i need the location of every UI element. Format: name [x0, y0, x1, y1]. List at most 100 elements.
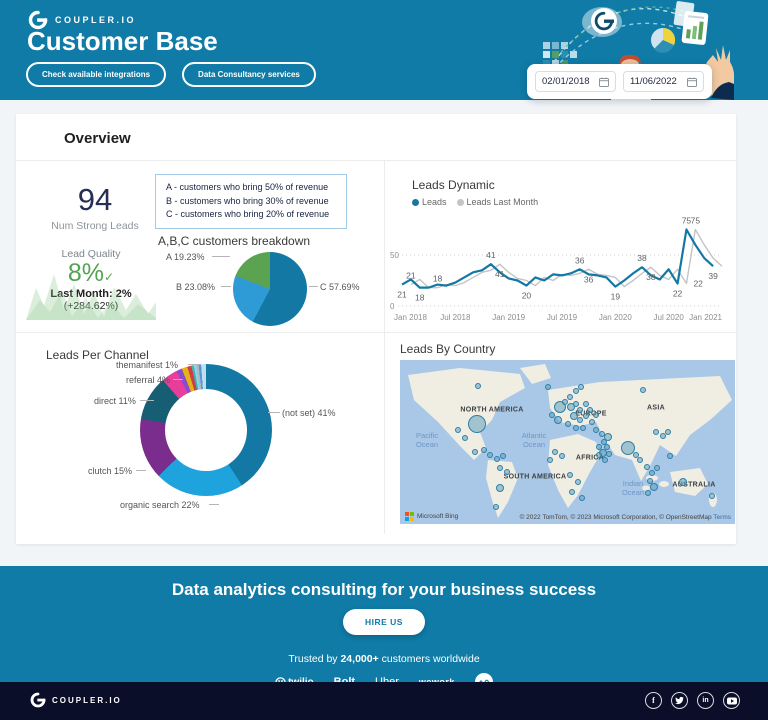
date-to-field[interactable]	[623, 71, 704, 92]
leads-dynamic-chart: 50 0 Jan 2018 Jul 2018 Jan 2019 Jul 2019 Jan 2…	[390, 216, 723, 323]
lead-quality-decor	[26, 274, 156, 320]
terms-link[interactable]: Terms	[713, 514, 731, 521]
lead-bubble	[567, 403, 575, 411]
abc-legend-line: C - customers who bring 20% of revenue	[166, 209, 330, 219]
header-actions: Check available integrations Data Consul…	[26, 62, 316, 87]
twitter-icon[interactable]	[671, 692, 688, 709]
leads-by-country-title: Leads By Country	[400, 342, 496, 356]
map-attribution: © 2022 TomTom, © 2023 Microsoft Corporat…	[520, 514, 731, 521]
divider	[16, 332, 736, 333]
abc-legend-box: A - customers who bring 50% of revenue B…	[155, 174, 347, 229]
lead-bubble	[487, 452, 493, 458]
lead-bubble	[602, 457, 608, 463]
world-map[interactable]: NORTH AMERICA SOUTH AMERICA EUROPE AFRICA AS…	[400, 360, 735, 524]
lead-bubble	[583, 413, 589, 419]
date-from-input[interactable]	[542, 76, 594, 87]
lead-bubble	[633, 452, 639, 458]
lead-quality-label: Lead Quality	[61, 248, 121, 260]
leads-per-channel-donut	[140, 364, 272, 496]
divider	[16, 160, 736, 161]
svg-text:20: 20	[522, 291, 532, 301]
lead-bubble	[577, 407, 583, 413]
lead-bubble	[604, 444, 610, 450]
svg-text:Jul 2019: Jul 2019	[547, 313, 578, 322]
donut-callout-clutch: clutch 15%	[88, 466, 133, 476]
lead-bubble	[567, 472, 573, 478]
donut-callout-referral: referral 4%	[126, 375, 171, 385]
lead-bubble	[679, 478, 687, 486]
lead-bubble	[644, 464, 650, 470]
pie-callout-c: C 57.69%	[320, 282, 360, 292]
lead-bubble	[559, 453, 565, 459]
svg-text:Jul 2020: Jul 2020	[654, 313, 685, 322]
lead-bubble	[645, 490, 651, 496]
map-landmasses	[408, 364, 732, 518]
overview-title: Overview	[64, 130, 131, 147]
lead-bubble	[573, 401, 579, 407]
lead-bubble	[621, 441, 635, 455]
svg-text:21: 21	[406, 271, 416, 281]
footer-cta-band: Data analytics consulting for your busin…	[0, 566, 768, 691]
lead-quality-block: Lead Quality 8%✓ Last Month: 2% (+284.62…	[26, 248, 156, 320]
date-from-field[interactable]	[535, 71, 616, 92]
svg-text:39: 39	[708, 271, 718, 281]
bottom-brand[interactable]: COUPLER.IO	[30, 692, 122, 708]
lead-bubble	[504, 469, 510, 475]
lead-bubble	[653, 429, 659, 435]
callout-line	[212, 256, 230, 257]
legend-item-leads-last-month: Leads Last Month	[456, 197, 538, 207]
lead-bubble	[575, 479, 581, 485]
lead-bubble	[573, 388, 579, 394]
svg-text:36: 36	[575, 255, 585, 265]
bottom-bar: COUPLER.IO f in	[0, 682, 768, 720]
continent-label: SOUTH AMERICA	[503, 473, 567, 481]
donut-callout-direct: direct 11%	[94, 396, 136, 406]
svg-text:18: 18	[433, 274, 443, 284]
panel-leads-per-channel: Leads Per Channel themanifest 1% referra…	[16, 332, 384, 534]
lead-bubble	[570, 412, 578, 420]
lead-bubble	[549, 412, 555, 418]
map-labels: NORTH AMERICA SOUTH AMERICA EUROPE AFRICA AS…	[400, 360, 735, 524]
svg-text:Jan 2019: Jan 2019	[492, 313, 525, 322]
attribution-text: © 2022 TomTom, © 2023 Microsoft Corporat…	[519, 514, 712, 521]
lead-bubble	[637, 457, 643, 463]
hire-us-button[interactable]: HIRE US	[343, 609, 425, 635]
bing-logo: Microsoft Bing	[405, 512, 458, 521]
svg-text:Jan 2018: Jan 2018	[394, 313, 427, 322]
donut-callout-themanifest: themanifest 1%	[116, 360, 179, 370]
youtube-icon[interactable]	[723, 692, 740, 709]
abc-pie-title: A,B,C customers breakdown	[158, 234, 311, 248]
continent-label: EUROPE	[575, 410, 607, 418]
calendar-icon	[599, 77, 609, 87]
lead-bubble	[709, 493, 715, 499]
facebook-icon[interactable]: f	[645, 692, 662, 709]
data-consultancy-button[interactable]: Data Consultancy services	[182, 62, 316, 87]
calendar-icon	[687, 77, 697, 87]
continent-label: AFRICA	[575, 454, 605, 462]
callout-line	[309, 286, 318, 287]
lead-bubble	[606, 451, 612, 457]
check-integrations-button[interactable]: Check available integrations	[26, 62, 167, 87]
svg-text:Jan 2020: Jan 2020	[599, 313, 632, 322]
lead-bubble	[552, 449, 558, 455]
coupler-logo-icon	[30, 692, 46, 708]
trusted-line: Trusted by 24,000+ customers worldwide	[288, 653, 480, 665]
svg-text:Jan 2021: Jan 2021	[689, 313, 722, 322]
lead-bubble	[654, 465, 660, 471]
linkedin-icon[interactable]: in	[697, 692, 714, 709]
pie-callout-b: B 23.08%	[176, 282, 216, 292]
lead-bubble	[500, 453, 506, 459]
brand[interactable]: COUPLER.IO	[28, 10, 136, 30]
lead-bubble	[649, 470, 655, 476]
date-to-input[interactable]	[630, 76, 682, 87]
legend-dot-leads-last-month	[456, 199, 464, 206]
callout-line	[188, 364, 200, 365]
lead-bubble	[554, 416, 562, 424]
lead-bubble	[562, 399, 568, 405]
lead-quality-change: (+284.62%)	[63, 299, 119, 312]
callout-line	[209, 504, 219, 505]
svg-text:22: 22	[693, 279, 703, 289]
coupler-logo-icon	[28, 10, 48, 30]
lead-bubble	[667, 453, 673, 459]
divider	[384, 160, 385, 534]
